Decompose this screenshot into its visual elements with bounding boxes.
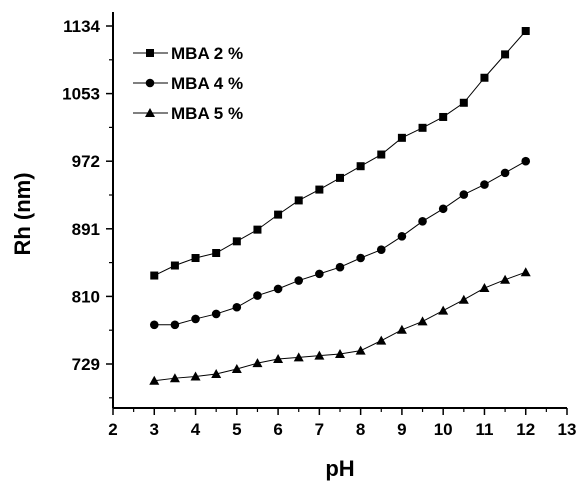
marker-circle: [253, 291, 262, 300]
marker-square: [521, 27, 530, 36]
marker-triangle: [417, 316, 428, 326]
marker-triangle: [396, 324, 407, 334]
marker-triangle: [500, 274, 511, 284]
marker-circle: [438, 204, 448, 214]
marker-circle: [397, 232, 407, 241]
legend: MBA 2 % MBA 4 % MBA 5 %: [133, 44, 243, 123]
marker-circle: [232, 302, 242, 312]
marker-triangle: [273, 353, 284, 363]
marker-circle: [273, 284, 283, 294]
marker-triangle: [211, 369, 222, 379]
marker-triangle: [479, 283, 490, 293]
x-tick-label: 13: [558, 420, 577, 439]
marker-circle: [315, 269, 324, 279]
y-tick-label: 729: [72, 355, 100, 374]
marker-circle: [149, 320, 159, 330]
marker-triangle: [293, 352, 304, 362]
marker-circle: [191, 314, 200, 324]
marker-triangle: [231, 364, 242, 374]
series-layer: [149, 27, 531, 385]
marker-circle: [480, 180, 489, 189]
x-tick-label: 4: [191, 420, 201, 439]
marker-square: [439, 112, 448, 121]
marker-square: [459, 98, 468, 107]
x-tick-label: 12: [516, 420, 535, 439]
series-line: [154, 160, 526, 326]
marker-circle: [376, 245, 386, 254]
marker-circle: [500, 168, 510, 178]
series-mba-5: [149, 267, 531, 385]
marker-circle: [356, 253, 365, 263]
marker-square: [418, 123, 427, 132]
y-tick-label: 1053: [62, 85, 100, 104]
marker-square: [377, 150, 386, 159]
y-tick-label: 1134: [63, 17, 100, 36]
marker-circle: [335, 262, 345, 272]
marker-triangle: [145, 108, 155, 117]
marker-triangle: [314, 350, 325, 360]
marker-circle: [294, 276, 304, 285]
marker-triangle: [520, 267, 531, 277]
series-mba-4: [149, 156, 531, 330]
x-tick-label: 2: [108, 420, 117, 439]
legend-item-mba-5: MBA 5 %: [133, 104, 243, 123]
x-tick-label: 6: [273, 420, 282, 439]
marker-square: [397, 133, 406, 142]
series-line: [154, 271, 526, 382]
x-tick-label: 9: [397, 420, 406, 439]
legend-label: MBA 4 %: [171, 74, 243, 93]
x-tick-label: 5: [232, 420, 241, 439]
marker-square: [232, 237, 241, 246]
axes: 2 3 4 5 6 7 8 9 10 11 12 13 729 810 891 972 1053 1134: [62, 12, 576, 439]
marker-square: [336, 173, 344, 182]
marker-triangle: [169, 373, 180, 383]
y-tick-label: 972: [72, 152, 100, 171]
marker-circle: [418, 216, 427, 226]
marker-triangle: [149, 375, 160, 385]
marker-square: [294, 196, 303, 205]
marker-circle: [145, 78, 155, 88]
marker-circle: [211, 309, 221, 319]
series-mba-2: [150, 27, 530, 280]
marker-square: [356, 162, 365, 171]
marker-circle: [170, 320, 180, 330]
series-line: [154, 30, 527, 276]
marker-square: [191, 254, 200, 263]
marker-square: [150, 271, 159, 280]
marker-square: [170, 261, 179, 270]
y-tick-label: 891: [72, 220, 100, 239]
marker-square: [253, 225, 262, 234]
marker-square: [501, 50, 510, 59]
legend-label: MBA 2 %: [171, 44, 243, 63]
x-tick-label: 10: [434, 420, 453, 439]
marker-triangle: [190, 371, 201, 381]
x-tick-label: 8: [356, 420, 365, 439]
marker-square: [315, 185, 324, 194]
x-tick-label: 11: [475, 420, 493, 439]
marker-triangle: [438, 305, 449, 315]
y-axis-title: Rh (nm): [10, 172, 35, 255]
marker-triangle: [335, 348, 345, 358]
x-tick-label: 3: [150, 420, 159, 439]
marker-square: [146, 49, 154, 57]
marker-triangle: [458, 294, 469, 304]
legend-label: MBA 5 %: [171, 104, 243, 123]
marker-triangle: [376, 335, 387, 345]
y-tick-label: 810: [72, 287, 100, 306]
marker-square: [274, 210, 283, 219]
marker-square: [480, 73, 489, 82]
marker-triangle: [355, 345, 366, 355]
x-tick-label: 7: [315, 420, 324, 439]
marker-triangle: [252, 358, 263, 368]
legend-item-mba-4: MBA 4 %: [133, 74, 243, 93]
marker-square: [212, 249, 221, 258]
legend-item-mba-2: MBA 2 %: [133, 44, 243, 63]
marker-circle: [521, 156, 531, 166]
marker-circle: [459, 190, 469, 199]
x-axis-title: pH: [325, 456, 354, 481]
